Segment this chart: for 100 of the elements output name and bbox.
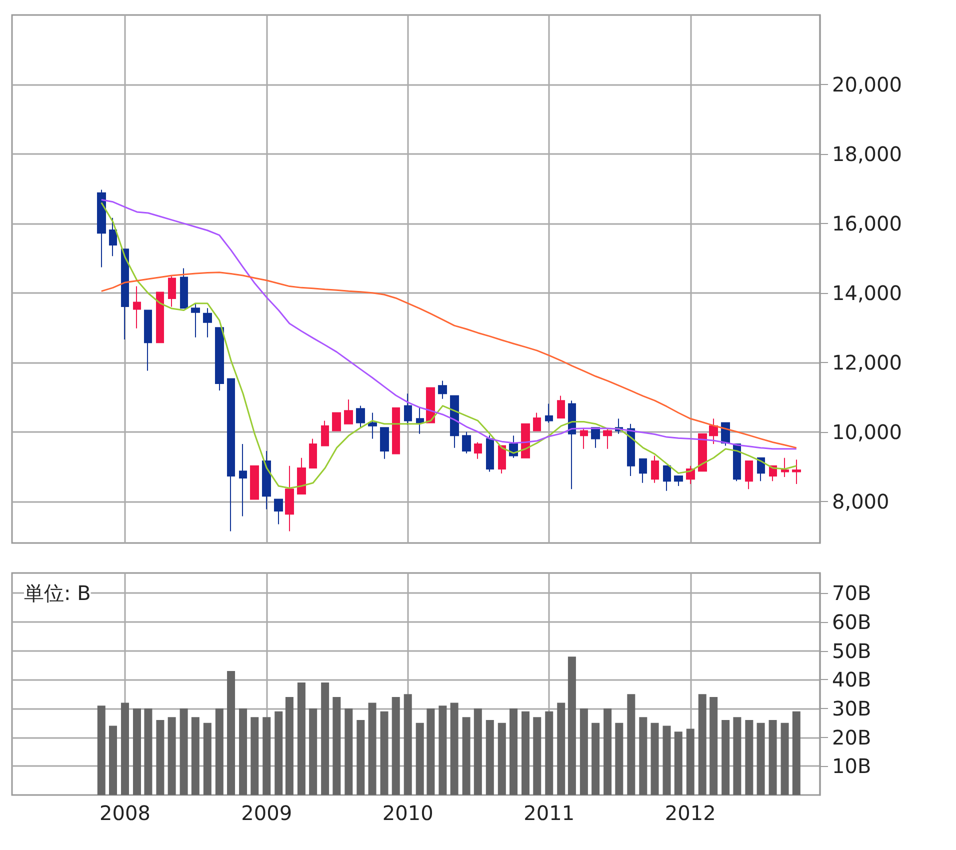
bar (109, 726, 117, 795)
bar (792, 711, 800, 795)
candlestick (121, 248, 129, 340)
bar (250, 717, 259, 795)
bar (344, 708, 353, 795)
candlestick (580, 428, 588, 450)
bar (462, 717, 470, 795)
bar (710, 696, 718, 795)
candlestick (416, 407, 424, 434)
bar (545, 711, 554, 795)
bar (120, 702, 129, 795)
x-tick-label: 2012 (664, 801, 716, 825)
bar (568, 656, 576, 795)
y-tick-label: 70B (832, 581, 872, 606)
annotation: 単位: B (24, 581, 91, 605)
candlestick (533, 412, 541, 432)
candlestick (356, 405, 365, 429)
candlestick (309, 438, 317, 468)
candlestick (274, 498, 283, 525)
y-tick-label: 10B (832, 754, 872, 778)
bar (498, 722, 506, 795)
y-tick-label: 60B (832, 610, 872, 634)
bar (438, 706, 447, 795)
candlestick (133, 286, 141, 329)
candlestick (568, 400, 576, 490)
candlestick (709, 418, 718, 444)
bar (416, 722, 424, 795)
bar (180, 708, 188, 795)
candlestick (792, 459, 801, 484)
candlestick (404, 393, 412, 426)
y-tick-label: 50B (832, 638, 872, 663)
bar (356, 720, 365, 795)
bar (97, 706, 106, 795)
bar (557, 702, 566, 795)
bar (674, 732, 682, 795)
candlestick (321, 420, 329, 446)
bar (733, 717, 742, 795)
candlestick (332, 412, 341, 432)
x-tick-label: 2009 (241, 801, 292, 825)
candlestick (450, 395, 459, 448)
candlestick (250, 465, 259, 500)
candlestick (521, 423, 530, 458)
bar (227, 671, 236, 795)
candlestick (639, 458, 647, 484)
y-tick-label: 40B (832, 668, 872, 692)
candlestick (227, 378, 235, 532)
y-tick-label: 10,000 (832, 420, 902, 444)
candlestick (698, 433, 707, 472)
bar (662, 726, 671, 795)
bar (426, 708, 435, 795)
bar (686, 728, 694, 795)
bar (510, 708, 518, 795)
candlestick (486, 434, 494, 472)
bar (533, 717, 542, 795)
bar (580, 708, 588, 795)
candlestick (733, 444, 741, 482)
bar (474, 708, 482, 795)
candlestick (651, 455, 659, 484)
y-tick-label: 30B (832, 696, 872, 721)
bar (239, 708, 248, 795)
candlestick (239, 444, 247, 517)
candlestick (262, 450, 271, 510)
candlestick (368, 412, 377, 440)
bar (392, 696, 400, 795)
bar (144, 708, 152, 795)
bar (604, 708, 612, 795)
bar (450, 702, 458, 795)
bar (486, 720, 494, 795)
bar (768, 720, 777, 795)
candlestick (285, 465, 294, 532)
bar (309, 708, 318, 795)
bar (285, 696, 294, 795)
bar (615, 722, 624, 795)
candlestick (109, 217, 117, 257)
bar (274, 711, 283, 795)
y-tick-label: 12,000 (832, 350, 902, 374)
candlestick (498, 445, 506, 474)
bar (627, 694, 636, 795)
bar (191, 717, 200, 795)
candlestick (545, 403, 553, 424)
candlestick (168, 276, 176, 308)
bar (404, 694, 412, 795)
y-tick-label: 14,000 (832, 280, 902, 305)
bar (132, 708, 141, 795)
candlestick (462, 431, 471, 454)
bar (522, 711, 530, 795)
bar (215, 708, 224, 795)
bar (698, 694, 706, 795)
candlestick (557, 395, 565, 418)
bar (745, 720, 754, 795)
candlestick (781, 457, 789, 478)
x-tick-label: 2011 (524, 801, 575, 825)
candlestick (438, 380, 447, 400)
candlestick (663, 465, 671, 492)
bar (203, 722, 212, 795)
x-tick-label: 2008 (100, 801, 150, 825)
candlestick (215, 327, 224, 392)
candlestick (674, 475, 683, 487)
bar (380, 711, 388, 795)
bar (368, 702, 376, 795)
